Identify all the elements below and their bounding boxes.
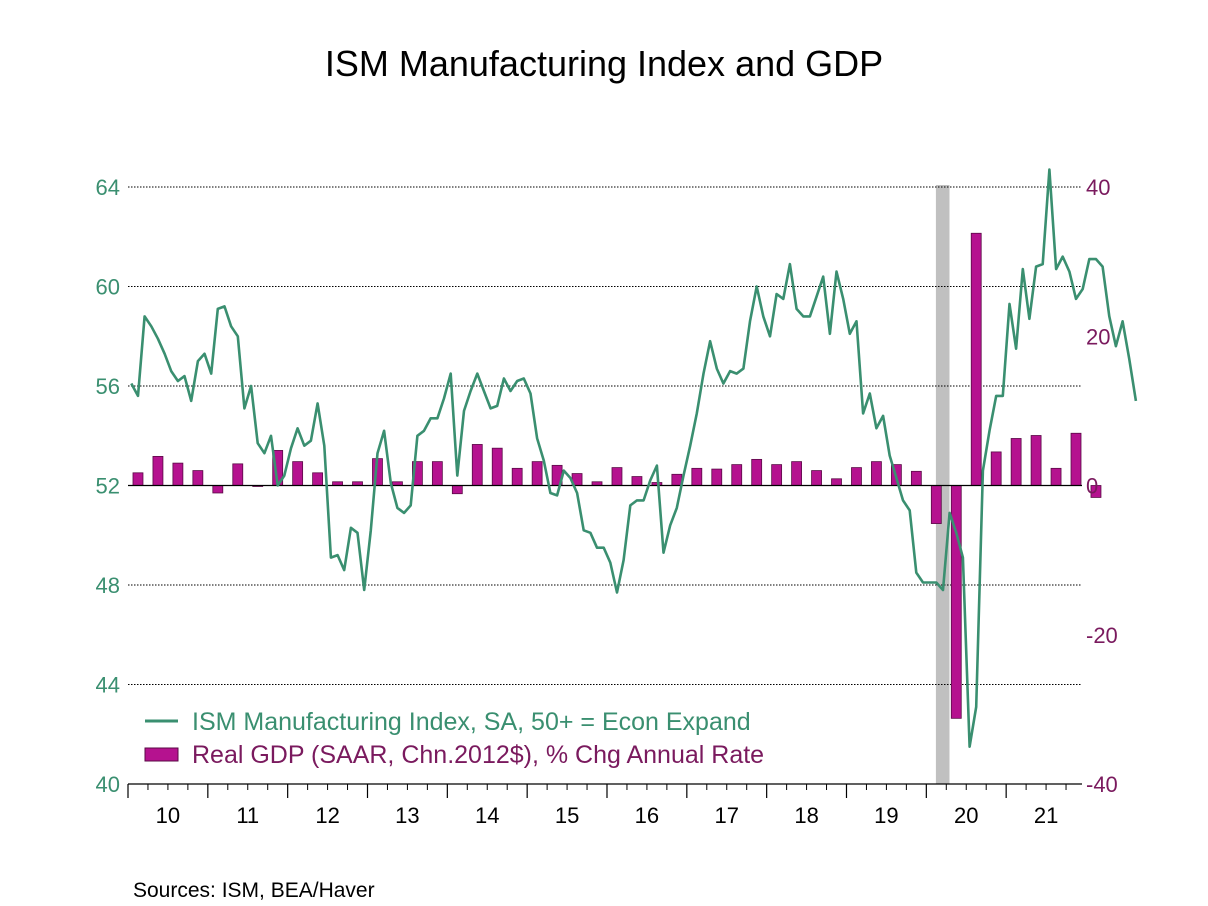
- gdp-bar: [292, 461, 304, 486]
- x-tick-label: 10: [156, 803, 180, 828]
- right-tick-label: -20: [1086, 623, 1118, 648]
- left-tick-label: 60: [96, 275, 120, 300]
- left-tick-label: 52: [96, 474, 120, 499]
- gdp-bar: [212, 485, 224, 494]
- gdp-bar: [751, 458, 763, 486]
- gdp-bar: [431, 461, 443, 486]
- left-tick-label: 56: [96, 374, 120, 399]
- gdp-bar: [152, 455, 164, 486]
- right-tick-label: -40: [1086, 772, 1118, 797]
- gdp-bar: [1030, 435, 1042, 486]
- left-tick-label: 40: [96, 772, 120, 797]
- x-tick-label: 12: [315, 803, 339, 828]
- gdp-bar: [232, 463, 244, 486]
- gdp-bar: [691, 467, 703, 486]
- gdp-bar: [711, 468, 723, 486]
- gdp-bar: [1010, 438, 1022, 486]
- x-tick-label: 16: [635, 803, 659, 828]
- left-tick-label: 48: [96, 573, 120, 598]
- gdp-bar: [910, 470, 922, 486]
- x-tick-label: 19: [874, 803, 898, 828]
- left-tick-label: 64: [96, 175, 120, 200]
- legend-gdp-swatch: [144, 747, 179, 762]
- gdp-bar: [631, 476, 643, 486]
- source-note: Sources: ISM, BEA/Haver: [133, 879, 375, 902]
- legend: ISM Manufacturing Index, SA, 50+ = Econ …: [144, 708, 764, 769]
- gdp-bar: [611, 467, 623, 486]
- gdp-bar: [791, 461, 802, 486]
- gdp-bar: [1070, 432, 1082, 486]
- x-tick-label: 13: [395, 803, 419, 828]
- gdp-bar: [811, 470, 822, 486]
- gdp-bar: [831, 478, 842, 486]
- right-tick-label: 0: [1086, 474, 1098, 499]
- left-tick-label: 44: [96, 673, 120, 698]
- right-tick-label: 20: [1086, 324, 1110, 349]
- gdp-bar: [771, 464, 783, 486]
- x-tick-label: 11: [236, 803, 259, 828]
- gdp-bar: [312, 472, 323, 486]
- gdp-bar: [192, 470, 204, 486]
- x-tick-label: 20: [954, 803, 978, 828]
- x-tick-label: 21: [1034, 803, 1058, 828]
- right-axis-ticks: -40 -20 0 20 40: [1086, 175, 1118, 797]
- gdp-bar: [491, 447, 503, 486]
- left-axis-ticks: 40 44 48 52 56 60 64: [96, 175, 120, 797]
- x-tick-label: 15: [555, 803, 579, 828]
- ism-line-group: [130, 168, 1138, 749]
- gdp-bar: [990, 451, 1002, 486]
- gdp-bar: [1090, 485, 1102, 498]
- gdp-bar: [851, 467, 862, 486]
- gdp-bar: [451, 485, 463, 495]
- gdp-bar: [471, 444, 483, 486]
- gdp-bar: [930, 485, 942, 524]
- gdp-bar: [671, 473, 683, 486]
- x-tick-label: 17: [715, 803, 739, 828]
- gdp-bar: [132, 472, 144, 486]
- chart-title: ISM Manufacturing Index and GDP: [325, 43, 883, 84]
- recession-band-group: [935, 185, 950, 784]
- right-tick-label: 40: [1086, 175, 1110, 200]
- gdp-bar: [172, 462, 184, 486]
- gdp-bar: [1050, 467, 1062, 486]
- ism-line: [130, 168, 1138, 749]
- gdp-bar: [511, 467, 523, 486]
- gdp-bar: [970, 232, 982, 486]
- gdp-bars: [132, 232, 1102, 719]
- gdp-bar: [871, 461, 882, 486]
- gdp-bar: [531, 461, 543, 486]
- x-tick-label: 14: [475, 803, 499, 828]
- x-tick-label: 18: [794, 803, 818, 828]
- gdp-bar: [731, 464, 743, 486]
- x-axis: 10 11 12 13 14 15 16 17 18 19 20 21: [127, 783, 1082, 828]
- legend-gdp-label: Real GDP (SAAR, Chn.2012$), % Chg Annual…: [192, 741, 764, 769]
- legend-ism-label: ISM Manufacturing Index, SA, 50+ = Econ …: [192, 708, 751, 736]
- recession-band: [935, 185, 950, 784]
